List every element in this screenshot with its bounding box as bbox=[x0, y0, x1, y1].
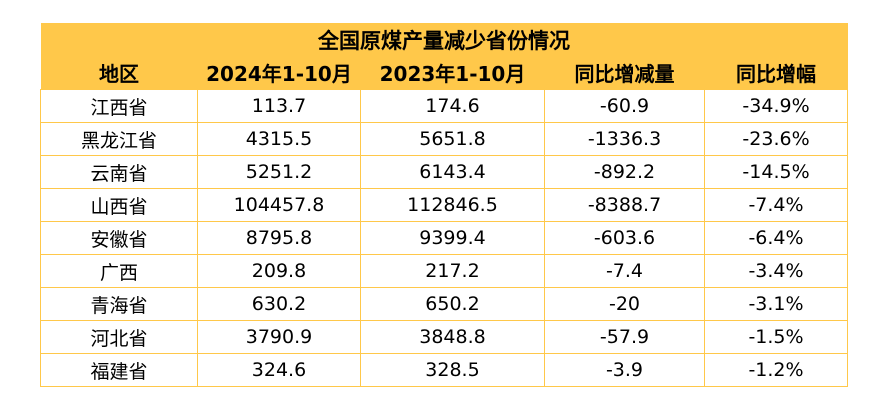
table-row: 云南省 5251.2 6143.4 -892.2 -14.5% bbox=[40, 155, 849, 189]
cell-yoy-change: -57.9 bbox=[544, 320, 705, 354]
cell-2023: 3848.8 bbox=[360, 320, 545, 354]
cell-region: 云南省 bbox=[40, 155, 198, 189]
cell-2024: 209.8 bbox=[197, 254, 361, 288]
cell-yoy-change: -1336.3 bbox=[544, 122, 705, 156]
cell-yoy-rate: -23.6% bbox=[703, 122, 849, 156]
table-row: 江西省 113.7 174.6 -60.9 -34.9% bbox=[40, 89, 849, 123]
cell-2023: 5651.8 bbox=[360, 122, 545, 156]
cell-region: 广西 bbox=[40, 254, 198, 288]
cell-region: 福建省 bbox=[40, 353, 198, 387]
cell-region: 河北省 bbox=[40, 320, 198, 354]
column-header-yoy-change: 同比增减量 bbox=[544, 56, 705, 90]
cell-2023: 6143.4 bbox=[360, 155, 545, 189]
cell-2023: 112846.5 bbox=[360, 188, 545, 222]
cell-yoy-rate: -3.1% bbox=[703, 287, 849, 321]
cell-2023: 650.2 bbox=[360, 287, 545, 321]
cell-yoy-rate: -3.4% bbox=[703, 254, 849, 288]
table-row: 河北省 3790.9 3848.8 -57.9 -1.5% bbox=[40, 320, 849, 354]
cell-region: 江西省 bbox=[40, 89, 198, 123]
table-row: 青海省 630.2 650.2 -20 -3.1% bbox=[40, 287, 849, 321]
cell-2023: 328.5 bbox=[360, 353, 545, 387]
cell-region: 黑龙江省 bbox=[40, 122, 198, 156]
cell-2023: 9399.4 bbox=[360, 221, 545, 255]
cell-2023: 174.6 bbox=[360, 89, 545, 123]
cell-2023: 217.2 bbox=[360, 254, 545, 288]
cell-2024: 8795.8 bbox=[197, 221, 361, 255]
cell-yoy-change: -8388.7 bbox=[544, 188, 705, 222]
cell-region: 青海省 bbox=[40, 287, 198, 321]
column-header-region: 地区 bbox=[40, 56, 198, 90]
cell-yoy-change: -60.9 bbox=[544, 89, 705, 123]
cell-2024: 4315.5 bbox=[197, 122, 361, 156]
table-row: 福建省 324.6 328.5 -3.9 -1.2% bbox=[40, 353, 849, 387]
table-title: 全国原煤产量减少省份情况 bbox=[40, 23, 848, 56]
cell-2024: 3790.9 bbox=[197, 320, 361, 354]
table-row: 安徽省 8795.8 9399.4 -603.6 -6.4% bbox=[40, 221, 849, 255]
table-title-row: 全国原煤产量减少省份情况 bbox=[40, 23, 848, 56]
cell-region: 山西省 bbox=[40, 188, 198, 222]
table-body: 江西省 113.7 174.6 -60.9 -34.9% 黑龙江省 4315.5… bbox=[40, 89, 849, 387]
cell-yoy-change: -7.4 bbox=[544, 254, 705, 288]
table-row: 黑龙江省 4315.5 5651.8 -1336.3 -23.6% bbox=[40, 122, 849, 156]
cell-2024: 5251.2 bbox=[197, 155, 361, 189]
column-header-2023: 2023年1-10月 bbox=[360, 56, 545, 90]
cell-region: 安徽省 bbox=[40, 221, 198, 255]
coal-production-table: 全国原煤产量减少省份情况 地区 2024年1-10月 2023年1-10月 同比… bbox=[40, 23, 849, 387]
cell-yoy-change: -603.6 bbox=[544, 221, 705, 255]
cell-yoy-rate: -6.4% bbox=[703, 221, 849, 255]
cell-2024: 630.2 bbox=[197, 287, 361, 321]
coal-production-table-container: 全国原煤产量减少省份情况 地区 2024年1-10月 2023年1-10月 同比… bbox=[40, 23, 849, 387]
column-header-2024: 2024年1-10月 bbox=[197, 56, 361, 90]
cell-yoy-rate: -7.4% bbox=[703, 188, 849, 222]
table-header-row: 地区 2024年1-10月 2023年1-10月 同比增减量 同比增幅 bbox=[40, 56, 848, 90]
cell-yoy-change: -3.9 bbox=[544, 353, 705, 387]
cell-2024: 113.7 bbox=[197, 89, 361, 123]
cell-yoy-rate: -1.5% bbox=[703, 320, 849, 354]
table-row: 山西省 104457.8 112846.5 -8388.7 -7.4% bbox=[40, 188, 849, 222]
cell-yoy-change: -892.2 bbox=[544, 155, 705, 189]
cell-2024: 104457.8 bbox=[197, 188, 361, 222]
cell-yoy-rate: -1.2% bbox=[703, 353, 849, 387]
column-header-yoy-rate: 同比增幅 bbox=[704, 56, 848, 90]
cell-2024: 324.6 bbox=[197, 353, 361, 387]
table-row: 广西 209.8 217.2 -7.4 -3.4% bbox=[40, 254, 849, 288]
cell-yoy-rate: -34.9% bbox=[703, 89, 849, 123]
cell-yoy-rate: -14.5% bbox=[703, 155, 849, 189]
cell-yoy-change: -20 bbox=[544, 287, 705, 321]
